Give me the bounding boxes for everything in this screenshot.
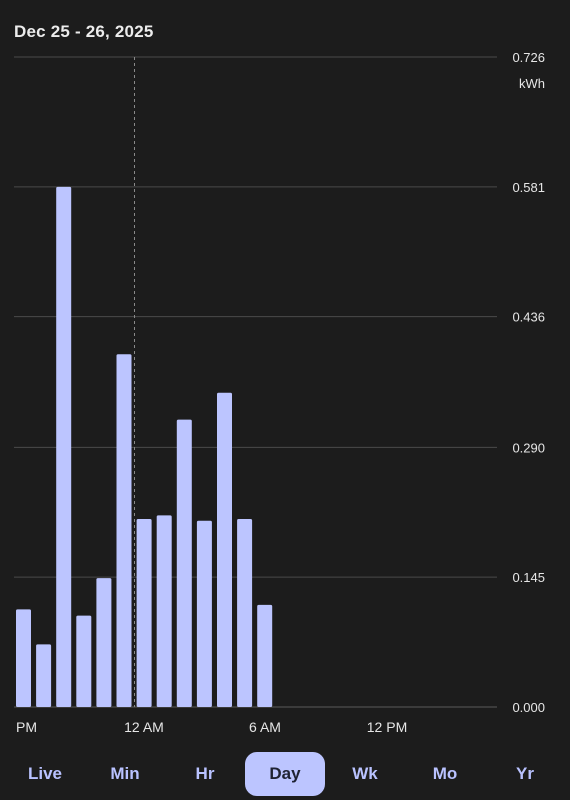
y-unit-label: kWh — [519, 76, 545, 91]
tab-day[interactable]: Day — [245, 752, 325, 796]
tab-min[interactable]: Min — [110, 764, 140, 783]
y-tick-label: 0.290 — [512, 440, 545, 455]
bar[interactable] — [136, 518, 152, 707]
tab-mo[interactable]: Mo — [432, 764, 458, 783]
bar[interactable] — [96, 578, 112, 707]
bar[interactable] — [257, 604, 273, 707]
bar[interactable] — [196, 520, 212, 707]
y-tick-label: 0.581 — [512, 180, 545, 195]
time-range-tabs: Live Min Hr Day Wk Mo Yr — [0, 752, 570, 796]
x-tick-label: 6 AM — [249, 719, 281, 735]
bar[interactable] — [116, 354, 132, 707]
grid-lines — [14, 56, 497, 708]
tab-yr[interactable]: Yr — [516, 764, 534, 783]
date-range-title: Dec 25 - 26, 2025 — [14, 22, 154, 41]
bar[interactable] — [176, 419, 192, 707]
tab-wk[interactable]: Wk — [352, 764, 378, 783]
bar[interactable] — [217, 392, 232, 707]
x-tick-label: 12 PM — [367, 719, 407, 735]
bar[interactable] — [16, 609, 31, 707]
x-tick-label: 12 AM — [124, 719, 164, 735]
bar[interactable] — [237, 518, 253, 707]
bars — [16, 186, 273, 708]
bar[interactable] — [56, 186, 72, 708]
bar[interactable] — [36, 644, 52, 707]
y-tick-label: 0.436 — [512, 310, 545, 325]
x-axis-ticks: PM 12 AM 6 AM 12 PM — [16, 719, 407, 735]
bar[interactable] — [76, 615, 92, 707]
y-tick-label: 0.726 — [512, 50, 545, 65]
y-tick-label: 0.000 — [512, 700, 545, 715]
x-tick-label: PM — [16, 719, 37, 735]
tab-live[interactable]: Live — [27, 764, 63, 783]
y-tick-label: 0.145 — [512, 570, 545, 585]
bar[interactable] — [156, 515, 172, 707]
energy-bar-chart: 0.000 0.145 0.290 0.436 0.581 0.726 kWh PM 12 A… — [14, 50, 545, 735]
tab-hr[interactable]: Hr — [195, 764, 215, 783]
y-axis-ticks: 0.000 0.145 0.290 0.436 0.581 0.726 kWh — [512, 50, 545, 715]
